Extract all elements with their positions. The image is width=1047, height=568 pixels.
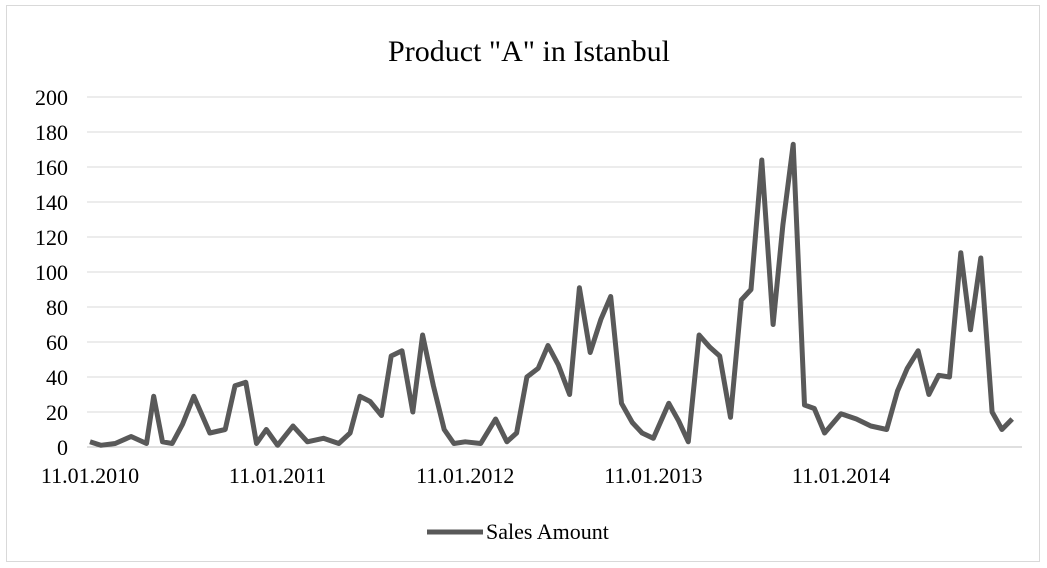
y-tick-label: 160 [35, 155, 68, 180]
series-line-sales-amount [89, 141, 1014, 448]
y-tick-label: 120 [35, 225, 68, 250]
y-tick-label: 180 [35, 120, 68, 145]
y-tick-label: 0 [57, 435, 68, 460]
y-tick-label: 60 [46, 330, 68, 355]
chart-title: Product "A" in Istanbul [388, 35, 670, 68]
chart-frame: Product "A" in Istanbul 0 20 40 60 80 100 120 1… [6, 5, 1040, 562]
x-tick-label: 11.01.2011 [229, 463, 326, 488]
grid-layer [87, 96, 1022, 448]
x-tick-label: 11.01.2012 [416, 463, 514, 488]
x-axis-ticks: 11.01.2010 11.01.2011 11.01.2012 11.01.2013… [41, 463, 890, 488]
y-tick-label: 100 [35, 260, 68, 285]
chart-svg: Product "A" in Istanbul 0 20 40 60 80 100 120 1… [35, 35, 1022, 544]
y-axis-ticks: 0 20 40 60 80 100 120 140 160 180 200 [35, 85, 68, 460]
y-tick-label: 80 [46, 295, 68, 320]
series-layer [89, 141, 1014, 448]
x-tick-label: 11.01.2013 [604, 463, 702, 488]
x-tick-label: 11.01.2014 [792, 463, 890, 488]
y-tick-label: 200 [35, 85, 68, 110]
legend-label: Sales Amount [486, 519, 609, 544]
y-tick-label: 40 [46, 365, 68, 390]
y-tick-label: 140 [35, 190, 68, 215]
y-tick-label: 20 [46, 400, 68, 425]
x-tick-label: 11.01.2010 [41, 463, 139, 488]
legend: Sales Amount [427, 519, 609, 544]
